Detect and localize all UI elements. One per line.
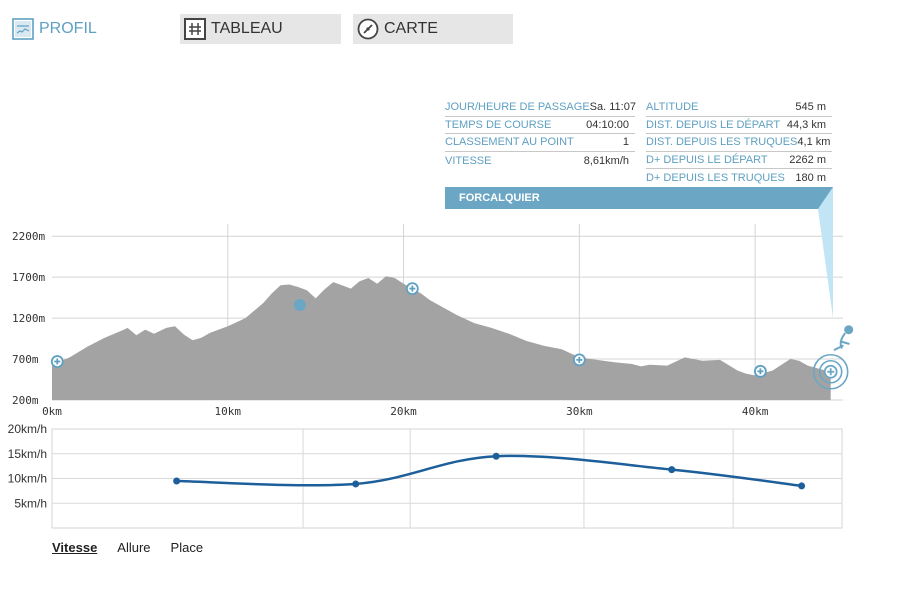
info-value: 180 m [795, 172, 826, 185]
info-row: TEMPS DE COURSE 04:10:00 [445, 117, 635, 135]
checkpoint-marker [405, 282, 419, 296]
tab-tableau-label: TABLEAU [211, 20, 283, 37]
speed-y-tick-label: 5km/h [14, 496, 47, 510]
info-value: 1 [622, 136, 629, 149]
x-tick-label: 20km [390, 405, 417, 418]
info-key: CLASSEMENT AU POINT [445, 136, 574, 149]
info-value: 2262 m [789, 154, 826, 167]
y-tick-label: 2200m [12, 230, 45, 243]
speed-point [798, 482, 806, 490]
tab-vitesse[interactable]: Vitesse [52, 540, 98, 555]
x-tick-label: 0km [42, 405, 62, 418]
info-key: DIST. DEPUIS LE DÉPART [646, 118, 781, 131]
info-key: ALTITUDE [646, 101, 699, 114]
info-value: Sa. 11:07 [589, 101, 636, 114]
y-tick-label: 1700m [12, 271, 45, 284]
info-key: D+ DEPUIS LES TRUQUES [646, 172, 785, 185]
checkpoint-marker [572, 353, 586, 367]
speed-y-tick-label: 15km/h [8, 447, 47, 461]
x-tick-label: 30km [566, 405, 593, 418]
runner-icon [833, 325, 854, 351]
tab-profil-label: PROFIL [39, 20, 97, 37]
compass-icon [357, 18, 379, 40]
checkpoint-dot [293, 298, 306, 311]
speed-y-tick-label: 10km/h [8, 472, 47, 486]
y-tick-label: 200m [12, 394, 39, 407]
info-table-right: ALTITUDE 545 m DIST. DEPUIS LE DÉPART 44… [646, 99, 832, 187]
x-tick-label: 10km [215, 405, 242, 418]
info-row: D+ DEPUIS LE DÉPART 2262 m [646, 152, 832, 170]
y-tick-label: 1200m [12, 312, 45, 325]
speed-point [352, 480, 360, 488]
info-row: CLASSEMENT AU POINT 1 [445, 134, 635, 152]
info-key: JOUR/HEURE DE PASSAGE [445, 101, 590, 114]
table-icon [184, 18, 206, 40]
info-row: D+ DEPUIS LES TRUQUES 180 m [646, 169, 832, 187]
info-key: VITESSE [445, 154, 492, 167]
tab-place[interactable]: Place [170, 540, 204, 555]
current-position-marker [812, 353, 849, 390]
speed-point [492, 452, 500, 460]
info-row: ALTITUDE 545 m [646, 99, 832, 117]
info-value: 8,61km/h [583, 154, 629, 167]
tab-tableau[interactable]: TABLEAU [180, 14, 341, 44]
info-row: DIST. DEPUIS LES TRUQUES 4,1 km [646, 134, 832, 152]
info-row: VITESSE 8,61km/h [445, 152, 635, 170]
info-value: 04:10:00 [586, 118, 629, 131]
checkpoint-marker [753, 364, 767, 378]
tab-carte[interactable]: CARTE [353, 14, 513, 44]
info-key: D+ DEPUIS LE DÉPART [646, 154, 768, 167]
info-row: DIST. DEPUIS LE DÉPART 44,3 km [646, 117, 832, 135]
info-value: 44,3 km [786, 118, 826, 131]
speed-point [668, 466, 676, 474]
tab-allure[interactable]: Allure [117, 540, 151, 555]
info-row: JOUR/HEURE DE PASSAGE Sa. 11:07 [445, 99, 636, 117]
tab-profil[interactable]: PROFIL [12, 14, 162, 44]
tab-carte-label: CARTE [384, 20, 438, 37]
checkpoint-marker [50, 355, 64, 368]
speed-y-tick-label: 20km/h [8, 422, 47, 436]
metric-tabs: Vitesse Allure Place [52, 540, 203, 555]
info-key: DIST. DEPUIS LES TRUQUES [646, 136, 798, 149]
y-tick-label: 700m [12, 353, 39, 366]
elevation-area [52, 276, 831, 400]
checkpoint-banner: FORCALQUIER [445, 187, 833, 209]
info-table-left: JOUR/HEURE DE PASSAGE Sa. 11:07 TEMPS DE… [445, 99, 636, 170]
x-tick-label: 40km [742, 405, 769, 418]
checkpoint-name: FORCALQUIER [459, 192, 540, 204]
info-key: TEMPS DE COURSE [445, 118, 552, 131]
pointer-wedge [818, 187, 833, 318]
info-value: 545 m [795, 101, 826, 114]
profile-chart-icon [12, 18, 34, 40]
info-value: 4,1 km [797, 136, 831, 149]
speed-point [173, 477, 181, 485]
